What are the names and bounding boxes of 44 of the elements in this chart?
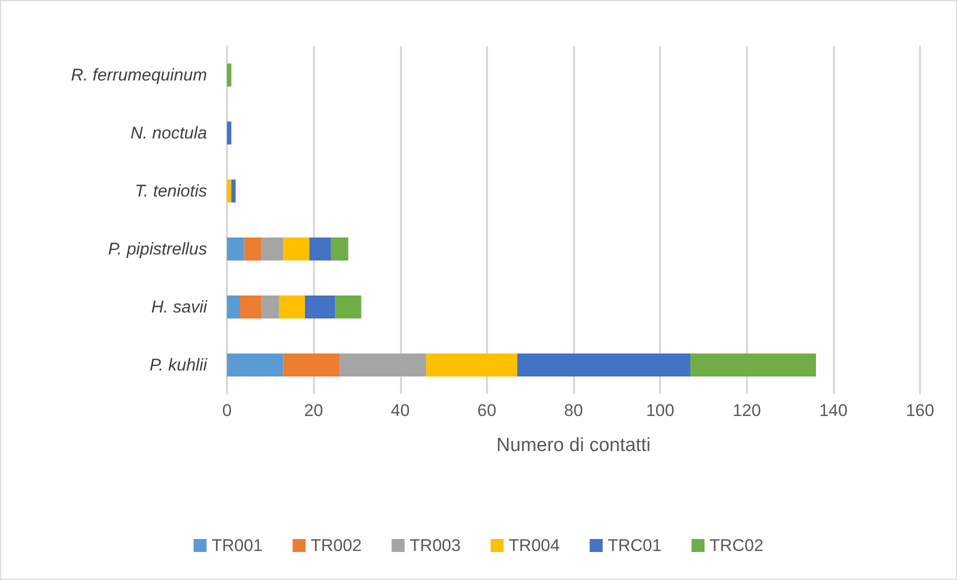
bar <box>227 180 232 202</box>
x-tick-label: 20 <box>304 401 324 420</box>
legend-label: TRC02 <box>710 536 764 555</box>
bar <box>335 296 362 318</box>
bar <box>517 354 690 376</box>
bar <box>244 238 262 260</box>
bar <box>227 122 232 144</box>
y-tick-label: P. pipistrellus <box>108 240 208 258</box>
bar <box>426 354 518 376</box>
bar <box>227 296 240 318</box>
bar <box>309 238 331 260</box>
legend-label: TR002 <box>310 536 362 555</box>
y-tick-label: P. kuhlii <box>150 356 208 374</box>
legend-label: TR003 <box>410 536 461 555</box>
x-tick-label: 100 <box>646 401 674 420</box>
bar <box>283 238 310 260</box>
legend-label: TR001 <box>212 536 263 555</box>
x-tick-label: 60 <box>477 401 496 420</box>
x-tick-label: 0 <box>222 401 232 420</box>
bar <box>330 238 348 260</box>
y-tick-label: T. teniotis <box>134 182 208 200</box>
bar <box>240 296 262 318</box>
x-tick-label: 120 <box>732 401 761 420</box>
bar <box>278 296 305 318</box>
x-axis-title: Numero di contatti <box>496 435 651 456</box>
legend-label: TRC01 <box>608 536 662 555</box>
x-tick-label: 40 <box>390 401 410 420</box>
x-tick-label: 140 <box>819 401 848 420</box>
bar <box>227 64 232 86</box>
y-tick-label: H. savii <box>151 298 208 316</box>
y-tick-label: N. noctula <box>130 124 207 142</box>
bar <box>262 238 284 260</box>
bar <box>227 354 284 376</box>
legend-label: TR004 <box>508 536 560 555</box>
x-tick-label: 80 <box>564 401 583 420</box>
y-tick-label: R. ferrumequinum <box>70 66 207 84</box>
bar <box>690 354 816 376</box>
bar <box>283 354 340 376</box>
bar <box>340 354 426 376</box>
bar <box>262 296 279 318</box>
bar <box>227 238 244 260</box>
bar <box>231 180 236 202</box>
bar <box>304 296 336 318</box>
x-tick-label: 160 <box>906 401 934 420</box>
